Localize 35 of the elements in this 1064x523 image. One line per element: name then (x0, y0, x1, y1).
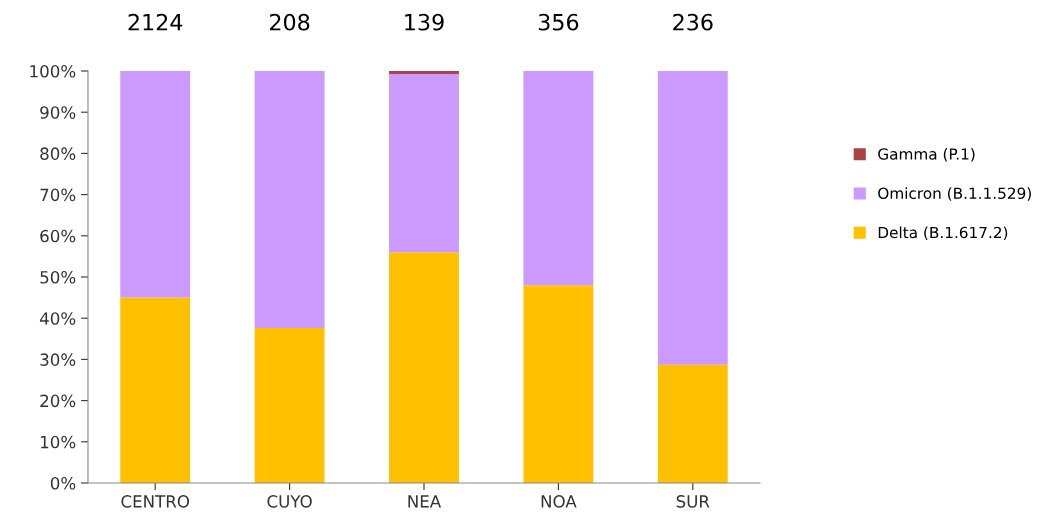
y-tick-label: 0% (50, 476, 76, 490)
y-tick-label: 70% (40, 188, 76, 202)
bar (254, 328, 325, 483)
bar (120, 297, 191, 483)
bar (389, 73, 459, 253)
legend-label: Gamma (P.1) (878, 147, 975, 162)
bar (254, 71, 325, 329)
y-tick-label: 60% (40, 229, 76, 243)
x-tick-label: NEA (408, 495, 442, 508)
x-tick-label: NOA (541, 495, 577, 508)
x-tick-label: CENTRO (121, 495, 190, 508)
y-tick-label: 50% (40, 270, 76, 284)
annotation: 236 (673, 13, 713, 31)
annotation: 356 (538, 13, 579, 31)
annotation: 208 (270, 13, 310, 31)
y-tick-label: 80% (40, 147, 76, 160)
y-tick-label: 30% (40, 353, 76, 366)
bar (120, 71, 191, 298)
y-tick-label: 40% (39, 312, 76, 325)
bar (389, 71, 459, 74)
x-tick-label: SUR (676, 495, 710, 508)
annotation: 2124 (128, 13, 183, 31)
bar (523, 285, 594, 483)
bar (657, 364, 728, 483)
bar (389, 252, 459, 483)
legend-label: Delta (B.1.617.2) (878, 226, 1008, 241)
bar (523, 71, 594, 286)
legend-label: Omicron (B.1.1.529) (878, 187, 1031, 201)
annotation: 139 (405, 13, 444, 31)
y-tick-label: 90% (40, 106, 76, 119)
y-tick-label: 100% (30, 64, 76, 78)
x-tick-label: CUYO (267, 495, 312, 508)
y-tick-label: 10% (40, 435, 76, 449)
y-tick-label: 20% (40, 394, 76, 408)
bar (657, 71, 728, 365)
